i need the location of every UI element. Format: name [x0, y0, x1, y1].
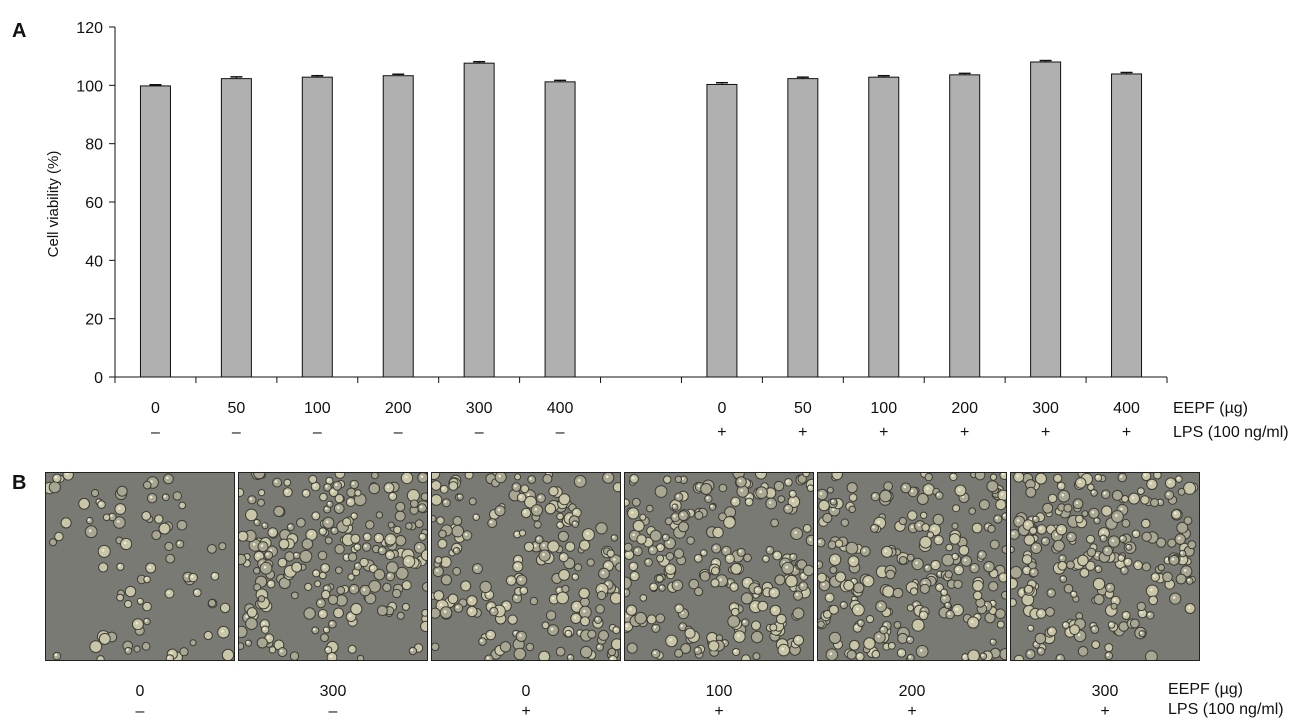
lps-sign: + — [960, 424, 969, 441]
micrograph-lps-sign: + — [521, 703, 531, 720]
x-category-label: 400 — [547, 400, 574, 417]
micrograph-1 — [45, 472, 235, 661]
bar — [949, 74, 981, 378]
micrograph-image — [818, 473, 1006, 660]
micrograph-image — [625, 473, 813, 660]
bar — [706, 83, 738, 378]
bar — [1111, 73, 1143, 378]
micrograph-5 — [817, 472, 1007, 661]
micrograph-image — [239, 473, 427, 660]
x-category-label: 200 — [951, 400, 978, 417]
lps-row-label: LPS (100 ng/ml) — [1173, 424, 1289, 441]
micrograph-eepf-label: 100 — [705, 683, 733, 700]
micrograph-image — [432, 473, 620, 660]
micrograph-eepf-label: 300 — [1091, 683, 1119, 700]
x-category-label: 300 — [466, 400, 493, 417]
micrograph-3 — [431, 472, 621, 661]
lps-sign: + — [798, 424, 807, 441]
lps-sign: – — [556, 424, 565, 441]
x-category-label: 200 — [385, 400, 412, 417]
bar — [139, 85, 171, 378]
x-category-label: 100 — [304, 400, 331, 417]
micrograph-lps-sign: – — [328, 703, 338, 720]
micrograph-2 — [238, 472, 428, 661]
x-category-label: 50 — [227, 400, 245, 417]
bar — [544, 81, 576, 378]
micrograph-eepf-label: 200 — [898, 683, 926, 700]
micrograph-lps-sign: – — [135, 703, 145, 720]
lps-sign: – — [475, 424, 484, 441]
lps-sign: + — [1122, 424, 1131, 441]
y-tick-label: 20 — [85, 312, 103, 329]
micrograph-eepf-label: 0 — [135, 683, 145, 700]
y-tick-label: 100 — [76, 78, 103, 95]
micrograph-6 — [1010, 472, 1200, 661]
x-category-label: 0 — [717, 400, 726, 417]
bar — [868, 76, 900, 378]
eepf-row-label: EEPF (µg) — [1173, 400, 1248, 417]
lps-sign: – — [151, 424, 160, 441]
y-tick-label: 60 — [85, 195, 103, 212]
bar — [787, 78, 819, 378]
x-category-label: 300 — [1032, 400, 1059, 417]
panel-b-letter: B — [12, 472, 27, 494]
bar — [220, 78, 252, 378]
lps-sign: – — [394, 424, 403, 441]
bar — [463, 62, 495, 378]
x-category-label: 100 — [870, 400, 897, 417]
lps-sign: + — [717, 424, 726, 441]
y-tick-label: 120 — [76, 20, 103, 37]
bar — [382, 75, 414, 378]
micrograph-lps-sign: + — [1100, 703, 1110, 720]
micrograph-lps-sign: + — [907, 703, 917, 720]
micrograph-gallery — [45, 472, 1200, 661]
bar — [301, 76, 333, 378]
micrograph-lps-sign: + — [714, 703, 724, 720]
lps-sign: + — [1041, 424, 1050, 441]
micrograph-eepf-label: 0 — [521, 683, 531, 700]
micrograph-lps-row-label: LPS (100 ng/ml) — [1168, 701, 1284, 718]
y-tick-label: 40 — [85, 253, 103, 270]
panel-a-letter: A — [12, 20, 27, 42]
y-tick-label: 80 — [85, 137, 103, 154]
micrograph-eepf-row-label: EEPF (µg) — [1168, 681, 1244, 698]
lps-sign: + — [879, 424, 888, 441]
micrograph-4 — [624, 472, 814, 661]
x-category-label: 50 — [794, 400, 812, 417]
micrograph-image — [46, 473, 234, 660]
micrograph-eepf-label: 300 — [319, 683, 347, 700]
micrograph-image — [1011, 473, 1199, 660]
x-category-label: 0 — [151, 400, 160, 417]
y-tick-label: 0 — [94, 370, 103, 387]
x-category-label: 400 — [1113, 400, 1140, 417]
bar — [1030, 61, 1062, 378]
lps-sign: – — [313, 424, 322, 441]
lps-sign: – — [232, 424, 241, 441]
cell-viability-chart: 0 20 40 60 80 100 120 Cell viability (%) 0 – 50 – 10… — [45, 20, 1289, 441]
y-axis-label: Cell viability (%) — [45, 151, 62, 258]
